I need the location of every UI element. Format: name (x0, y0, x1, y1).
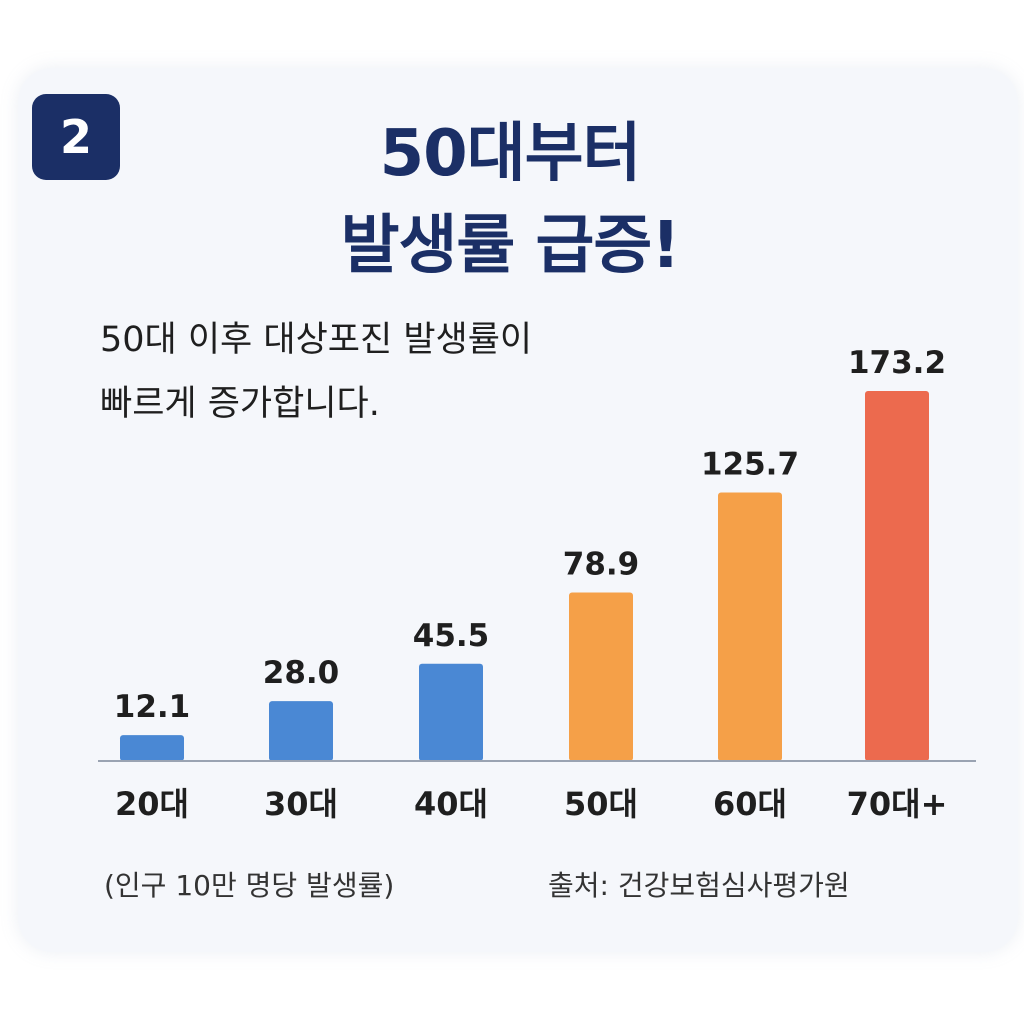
bar-value-label-6: 173.2 (848, 345, 946, 381)
bar-4 (569, 592, 633, 761)
footnote-source: 출처: 건강보험심사평가원 (548, 869, 850, 902)
bar-6 (865, 391, 929, 761)
category-label-6: 70대+ (847, 785, 948, 823)
bar-3 (419, 663, 483, 761)
step-number-badge: 2 (32, 94, 120, 180)
category-label-4: 50대 (564, 785, 638, 823)
bar-2 (269, 701, 333, 761)
description-line-2: 빠르게 증가합니다. (100, 384, 380, 424)
headline-line-1: 50대부터 (379, 117, 642, 191)
bar-value-label-4: 78.9 (563, 546, 640, 582)
footnote-unit: (인구 10만 명당 발생률) (104, 869, 395, 902)
infographic-card (18, 68, 1018, 952)
description-line-1: 50대 이후 대상포진 발생률이 (100, 320, 533, 360)
bar-value-label-1: 12.1 (114, 689, 191, 725)
bar-5 (718, 492, 782, 761)
bar-value-label-2: 28.0 (263, 655, 340, 691)
bar-value-label-5: 125.7 (701, 446, 799, 482)
category-label-3: 40대 (414, 785, 488, 823)
category-label-5: 60대 (713, 785, 787, 823)
category-label-1: 20대 (115, 785, 189, 823)
bar-1 (120, 735, 184, 761)
bar-value-label-3: 45.5 (413, 618, 490, 654)
headline-line-2: 발생률 급증! (340, 209, 681, 283)
category-label-2: 30대 (264, 785, 338, 823)
